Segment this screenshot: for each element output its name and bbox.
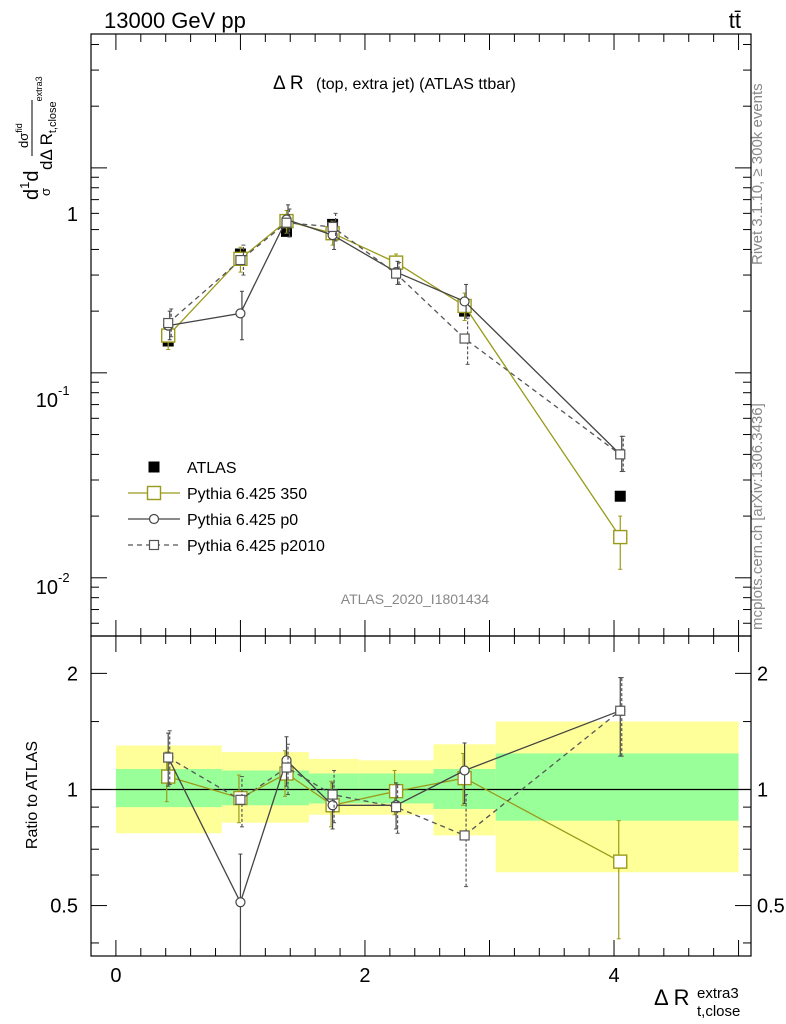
top-data-point [390,268,402,279]
ratio-y-tick-label-right: 0.5 [757,896,785,918]
legend-marker-swatch [146,485,162,501]
ratio-data-point [327,789,338,800]
svg-text:dσfid: dσfid [14,123,31,148]
top-data-point [327,221,338,233]
ratio-data-point [613,854,628,869]
x-axis-title-sup: extra3 [697,985,739,1002]
ratio-y-tick-label: 0.5 [50,896,78,918]
top-data-point [614,490,626,502]
ratio-y-tick-label-right: 2 [757,663,768,685]
legend: ATLAS Pythia 6.425 350 Pythia 6.425 p0 Pyth… [128,460,325,555]
ratio-data-point [459,830,470,841]
ratio-uncertainty-bands [91,721,751,873]
plot-title-main: Δ R [273,73,304,94]
ratio-data-point [235,897,246,908]
y-tick-label-1: 1 [67,204,78,226]
y-tick-label-0.01: 10 [36,577,58,599]
legend-label: Pythia 6.425 p2010 [187,538,325,555]
svg-text:dΔ Rt,closeextra3: dΔ Rt,closeextra3 [34,76,59,170]
legend-item-1: Pythia 6.425 350 [128,485,307,503]
ratio-y-tick-label: 2 [67,663,78,685]
legend-label: Pythia 6.425 p0 [187,512,298,529]
legend-item-3: Pythia 6.425 p2010 [128,538,325,555]
legend-item-2: Pythia 6.425 p0 [128,512,298,529]
ratio-data-point [235,794,246,805]
ratio-plot-panel: 0.5 0.5 1 1 2 2 0 2 4 Ratio to ATLAS Δ R extra3 … [24,635,785,1020]
top-data-point [459,333,470,344]
x-tick-label: 4 [608,965,619,987]
legend-marker-swatch [148,461,160,473]
top-y-axis-title: d1d σ dσfid dΔ Rt,closeextra3 [14,76,59,200]
x-tick-label: 0 [110,965,121,987]
y-tick-exp-minus-1: -1 [58,383,70,398]
top-data-point [459,296,470,307]
ratio-series-2 [163,677,626,888]
plot-title-sub: (top, extra jet) (ATLAS ttbar) [316,76,516,93]
ratio-plot-frame [90,635,752,957]
ratio-data-point [327,800,338,811]
top-series-3 [163,208,626,473]
top-data-point [281,217,292,228]
ratio-data-point [615,705,626,716]
legend-item-0: ATLAS [148,460,237,477]
ratio-data-point [390,802,402,813]
x-axis-title-main: Δ R [654,985,689,1010]
ratio-y-tick-label: 1 [67,779,78,801]
ratio-axis-ticks: 0.5 0.5 1 1 2 2 0 2 4 [50,636,785,987]
legend-marker-swatch [148,539,160,551]
top-data-point [615,449,626,460]
analysis-id-label: ATLAS_2020_I1801434 [341,591,490,607]
top-data-point [613,529,628,545]
top-axis-ticks [90,34,751,636]
y-tick-label-0.1: 10 [36,390,58,412]
svg-text:σ: σ [38,188,53,196]
ratio-data-point [281,762,292,773]
legend-label: Pythia 6.425 350 [187,486,307,503]
main-plot-panel: Δ R (top, extra jet) (ATLAS ttbar) ATLAS… [36,33,752,637]
legend-marker-swatch [148,513,160,525]
ratio-series-1 [163,677,626,956]
top-series-2 [163,204,626,473]
y-tick-exp-minus-2: -2 [58,570,70,585]
mcplots-reference-label: mcplots.cern.ch [arXiv:1306.3436] [749,403,766,630]
inner-uncertainty-band [495,753,739,821]
top-data-point [235,254,246,266]
ratio-data-point [163,752,174,763]
top-data-layer [161,204,628,570]
x-axis-title: Δ R extra3 t,close [654,985,740,1020]
ratio-y-axis-title: Ratio to ATLAS [24,741,41,849]
ratio-data-layer [161,677,628,956]
x-tick-label: 2 [359,965,370,987]
legend-label: ATLAS [187,460,237,477]
ratio-data-point [459,765,470,776]
x-axis-title-sub: t,close [697,1003,740,1020]
rivet-version-label: Rivet 3.1.10, ≥ 300k events [749,83,766,265]
header-process-label: tt̄ [729,8,741,33]
top-data-point [235,308,246,319]
header-energy-label: 13000 GeV pp [104,8,246,33]
ratio-y-tick-label-right: 1 [757,779,768,801]
top-data-point [163,317,174,329]
